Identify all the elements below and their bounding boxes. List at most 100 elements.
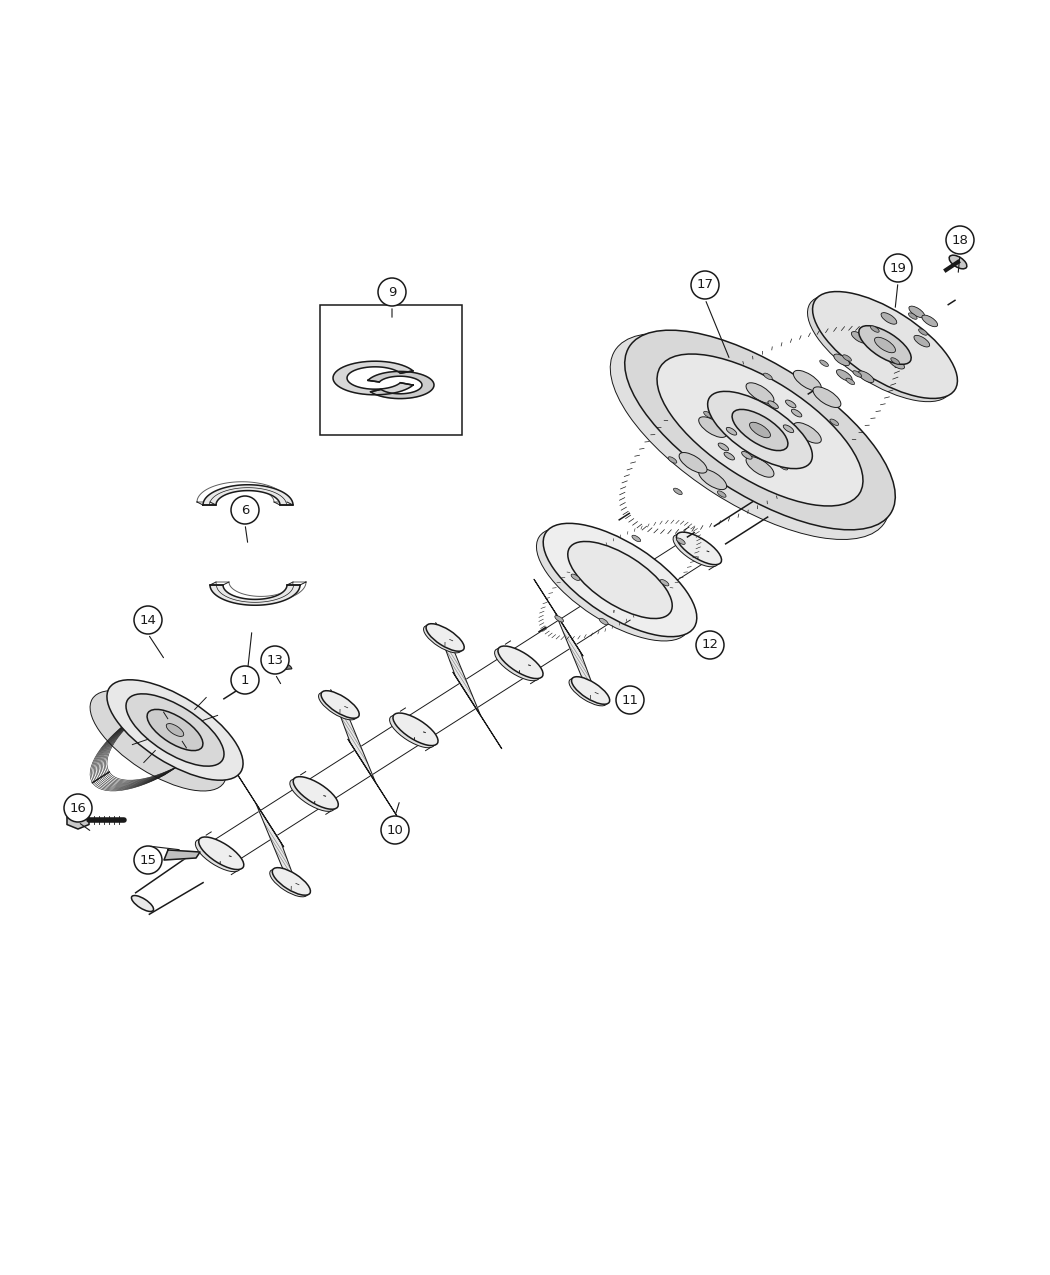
Text: 14: 14 (140, 613, 156, 626)
Ellipse shape (830, 419, 839, 426)
Ellipse shape (657, 354, 863, 506)
Ellipse shape (270, 870, 308, 896)
Ellipse shape (423, 625, 462, 653)
Ellipse shape (853, 371, 862, 377)
Ellipse shape (919, 329, 927, 335)
Ellipse shape (746, 412, 756, 419)
Text: 18: 18 (951, 233, 968, 246)
Ellipse shape (676, 532, 721, 565)
Circle shape (884, 254, 912, 282)
Ellipse shape (600, 618, 608, 625)
Polygon shape (235, 770, 284, 847)
Ellipse shape (131, 895, 153, 912)
Ellipse shape (779, 464, 788, 470)
Ellipse shape (875, 338, 896, 353)
Circle shape (378, 278, 406, 306)
Ellipse shape (834, 354, 849, 366)
Ellipse shape (660, 580, 669, 586)
Text: 1: 1 (240, 673, 249, 686)
Ellipse shape (747, 456, 774, 477)
Circle shape (134, 606, 162, 634)
Ellipse shape (571, 677, 610, 704)
Polygon shape (369, 371, 434, 399)
Ellipse shape (293, 776, 338, 810)
Ellipse shape (554, 616, 564, 622)
Circle shape (381, 816, 410, 844)
Ellipse shape (676, 538, 686, 544)
Ellipse shape (698, 469, 727, 490)
Polygon shape (453, 672, 502, 748)
Ellipse shape (843, 354, 852, 361)
Ellipse shape (569, 678, 607, 706)
Circle shape (616, 686, 644, 714)
Ellipse shape (783, 425, 794, 432)
Ellipse shape (852, 332, 867, 343)
Ellipse shape (890, 358, 900, 365)
Polygon shape (203, 484, 293, 505)
Text: 11: 11 (622, 694, 638, 706)
Ellipse shape (393, 713, 438, 746)
Ellipse shape (668, 456, 677, 463)
Circle shape (231, 666, 259, 694)
Ellipse shape (837, 370, 853, 381)
Text: 17: 17 (696, 278, 714, 292)
Polygon shape (164, 850, 200, 861)
Circle shape (64, 794, 92, 822)
Ellipse shape (807, 295, 952, 402)
Ellipse shape (272, 868, 311, 895)
Ellipse shape (290, 779, 335, 811)
Ellipse shape (498, 646, 543, 678)
Ellipse shape (724, 453, 735, 460)
Ellipse shape (698, 417, 727, 437)
Ellipse shape (426, 623, 464, 652)
Ellipse shape (198, 836, 244, 870)
Text: 12: 12 (701, 639, 718, 652)
Ellipse shape (922, 315, 938, 326)
Ellipse shape (625, 330, 896, 530)
Ellipse shape (888, 357, 904, 368)
Ellipse shape (147, 709, 203, 751)
Ellipse shape (568, 542, 672, 618)
Ellipse shape (732, 409, 788, 450)
Ellipse shape (792, 409, 802, 417)
Ellipse shape (537, 528, 690, 641)
Polygon shape (331, 690, 376, 783)
Ellipse shape (785, 400, 796, 408)
Ellipse shape (90, 691, 226, 790)
Ellipse shape (704, 412, 712, 418)
Ellipse shape (813, 386, 841, 408)
Ellipse shape (632, 536, 640, 542)
Ellipse shape (741, 451, 752, 459)
Ellipse shape (673, 488, 683, 495)
Circle shape (261, 646, 289, 674)
Circle shape (231, 496, 259, 524)
Circle shape (696, 631, 724, 659)
Polygon shape (555, 612, 601, 705)
Text: 15: 15 (140, 853, 156, 867)
Ellipse shape (321, 691, 359, 718)
Polygon shape (67, 811, 89, 829)
Ellipse shape (318, 692, 357, 720)
Polygon shape (333, 361, 413, 395)
Text: 9: 9 (387, 286, 396, 298)
Text: 10: 10 (386, 824, 403, 836)
Ellipse shape (763, 374, 772, 380)
Ellipse shape (908, 312, 917, 319)
Ellipse shape (794, 371, 821, 391)
Polygon shape (268, 663, 292, 671)
Ellipse shape (673, 534, 718, 567)
Ellipse shape (949, 255, 967, 269)
Ellipse shape (679, 453, 707, 473)
Ellipse shape (107, 680, 243, 780)
Polygon shape (436, 622, 481, 715)
Ellipse shape (820, 360, 828, 366)
Text: 6: 6 (240, 504, 249, 516)
Ellipse shape (764, 441, 775, 449)
Ellipse shape (881, 312, 897, 324)
Ellipse shape (813, 292, 958, 399)
Ellipse shape (727, 427, 737, 435)
Ellipse shape (571, 574, 580, 580)
Circle shape (134, 847, 162, 873)
Ellipse shape (543, 523, 697, 636)
Ellipse shape (195, 839, 240, 872)
